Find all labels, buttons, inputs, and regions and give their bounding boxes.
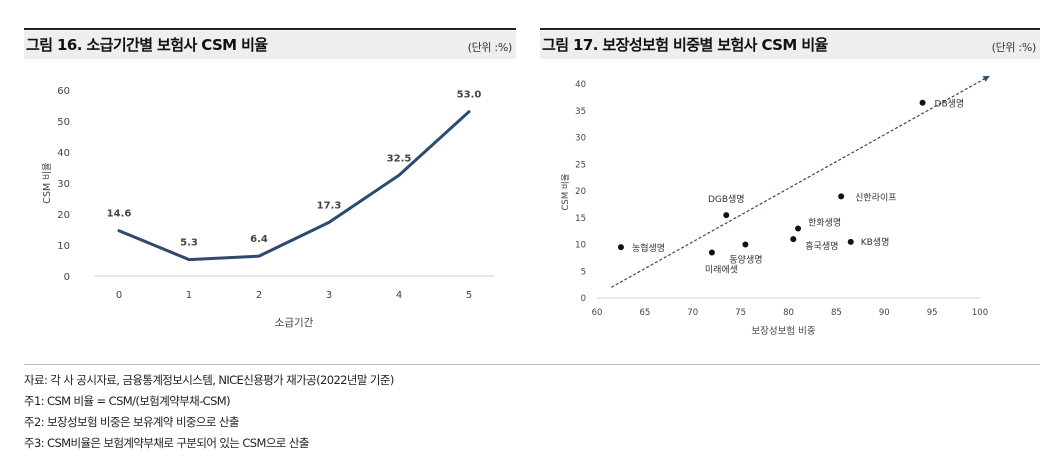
series-line <box>117 110 471 262</box>
x-tick-label: 90 <box>879 308 890 318</box>
x-tick-label: 0 <box>116 290 122 301</box>
figure-16-title: 그림 16. 소급기간별 보험사 CSM 비율 <box>26 36 268 54</box>
figure-17-title: 그림 17. 보장성보험 비중별 보험사 CSM 비율 <box>542 36 828 54</box>
y-tick-label: 15 <box>575 214 586 224</box>
y-tick-label: 30 <box>57 179 70 190</box>
x-tick-label: 85 <box>831 308 842 318</box>
header-rule <box>24 28 516 30</box>
point-label: 신한라이프 <box>855 192 896 203</box>
source-notes: 자료: 각 사 공시자료, 금융통계정보시스템, NICE신용평가 재가공(20… <box>24 370 394 454</box>
data-label: 6.4 <box>250 234 268 245</box>
y-axis-title: CSM 비율 <box>561 173 571 210</box>
point-label: 흥국생명 <box>805 240 838 252</box>
y-tick-label: 0 <box>581 294 586 304</box>
point-label: 미래에셋 <box>705 265 738 276</box>
header-rule <box>540 28 1040 30</box>
trend-line <box>611 75 990 288</box>
point-label: KB생명 <box>861 237 890 248</box>
y-tick-label: 40 <box>575 80 586 90</box>
figure-header <box>24 31 516 59</box>
y-tick-label: 25 <box>575 160 586 170</box>
figure-16-unit: (단위 :%) <box>467 41 513 54</box>
y-tick-label: 30 <box>575 134 586 144</box>
x-tick-label: 75 <box>735 308 746 318</box>
y-tick-label: 35 <box>575 107 586 117</box>
notes-divider <box>24 364 1040 365</box>
x-tick-label: 100 <box>972 308 988 318</box>
figure-17-unit: (단위 :%) <box>991 41 1037 54</box>
point-label: DGB생명 <box>708 194 745 205</box>
point-label: 동양생명 <box>729 255 762 266</box>
figure-header <box>540 31 1040 59</box>
scatter-point <box>742 241 749 248</box>
x-tick-label: 4 <box>396 290 402 301</box>
point-label: DB생명 <box>935 99 965 110</box>
x-tick-label: 65 <box>639 308 650 318</box>
trend-arrowhead <box>982 75 990 82</box>
scatter-point <box>838 193 845 200</box>
y-tick-label: 5 <box>581 267 586 277</box>
scatter-chart: 0 5 10 15 20 25 30 35 40 60 65 70 75 80 85 90 95 100 보장성보험… <box>561 75 990 337</box>
data-label: 17.3 <box>317 200 342 211</box>
scatter-point <box>617 244 624 251</box>
x-tick-label: 80 <box>783 308 794 318</box>
x-tick-label: 3 <box>326 290 332 301</box>
scatter-point <box>708 249 715 256</box>
scatter-point <box>847 238 854 245</box>
y-tick-label: 0 <box>64 272 70 283</box>
note-2: 주2: 보장성보험 비중은 보유계약 비중으로 산출 <box>24 415 239 429</box>
x-tick-label: 5 <box>466 290 472 301</box>
scatter-point <box>795 225 802 232</box>
scatter-point <box>919 99 926 106</box>
y-axis-title: CSM 비율 <box>42 162 53 204</box>
x-tick-label: 70 <box>687 308 698 318</box>
point-label: 한화생명 <box>808 217 841 228</box>
note-1: 주1: CSM 비율 = CSM/(보험계약부채-CSM) <box>24 394 231 408</box>
x-tick-label: 2 <box>256 290 262 301</box>
scatter-point <box>723 212 730 219</box>
note-source: 자료: 각 사 공시자료, 금융통계정보시스템, NICE신용평가 재가공(20… <box>24 373 394 387</box>
figure-17-panel: 그림 17. 보장성보험 비중별 보험사 CSM 비율 (단위 :%) 0 5 10… <box>540 0 1040 360</box>
y-tick-label: 20 <box>575 187 586 197</box>
data-label: 53.0 <box>457 90 482 101</box>
y-tick-label: 10 <box>575 241 586 251</box>
point-label: 농협생명 <box>632 242 665 254</box>
x-axis-title: 보장성보험 비중 <box>751 326 815 337</box>
line-chart: 0 10 20 30 40 50 60 0 1 2 3 4 5 소급기간 CSM 비율 14.6 5.3 6.4 1… <box>42 86 494 329</box>
y-tick-label: 40 <box>57 148 70 159</box>
y-tick-label: 10 <box>57 241 70 252</box>
note-3: 주3: CSM비율은 보험계약부채로 구분되어 있는 CSM으로 산출 <box>24 436 309 450</box>
y-tick-label: 20 <box>57 210 70 221</box>
scatter-point <box>790 236 797 243</box>
x-axis-title: 소급기간 <box>275 317 314 329</box>
x-tick-label: 95 <box>927 308 938 318</box>
y-tick-label: 60 <box>57 86 70 97</box>
y-tick-label: 50 <box>57 117 70 128</box>
figure-16-panel: 그림 16. 소급기간별 보험사 CSM 비율 (단위 :%) 0 10 20 30 4… <box>24 0 516 360</box>
data-label: 5.3 <box>180 238 198 249</box>
x-tick-label: 1 <box>186 290 192 301</box>
data-label: 32.5 <box>387 153 412 164</box>
data-label: 14.6 <box>107 209 132 220</box>
x-tick-label: 60 <box>592 308 603 318</box>
